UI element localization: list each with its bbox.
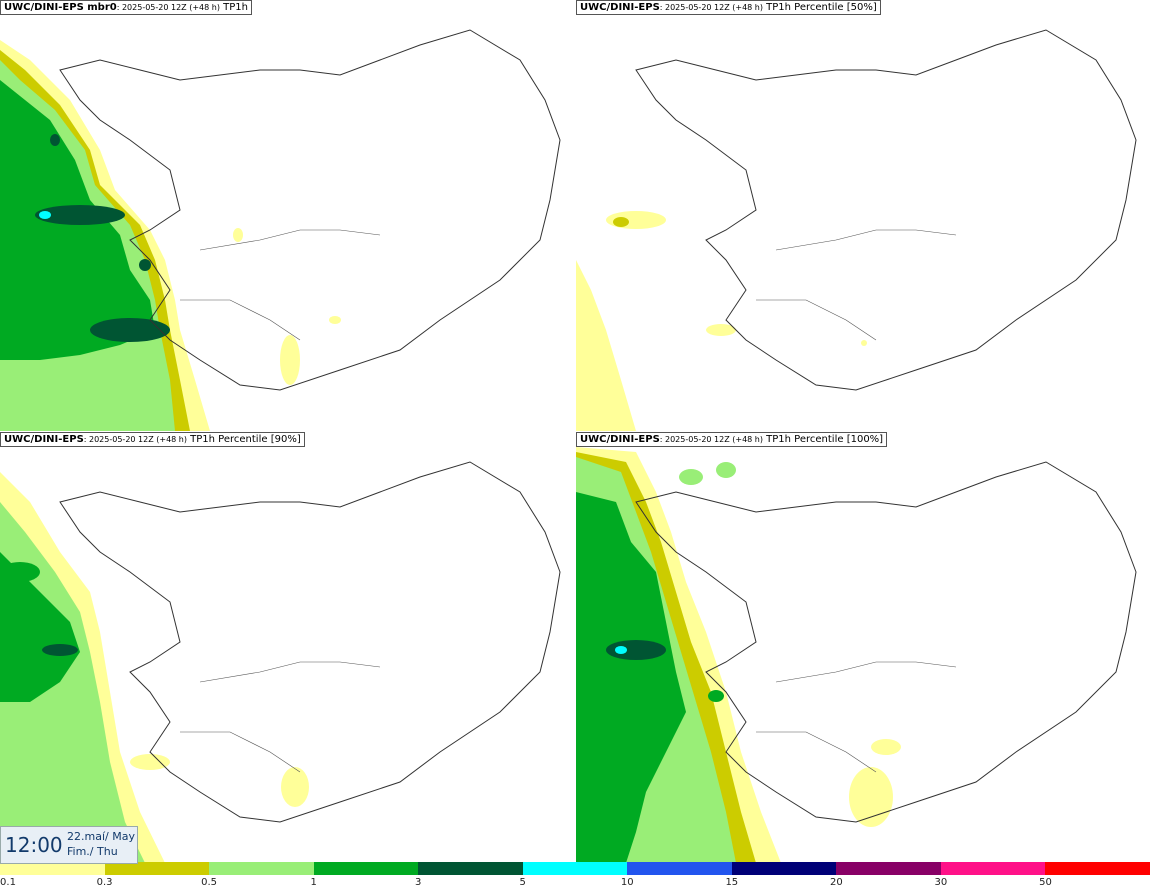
map-panel-p50: UWC/DINI-EPS: 2025-05-20 12Z (+48 h) TP1… (576, 0, 1150, 431)
legend-swatch (1045, 862, 1150, 875)
legend-color-bar (0, 862, 1150, 875)
map-panel-p100: UWC/DINI-EPS: 2025-05-20 12Z (+48 h) TP1… (576, 432, 1150, 863)
valid-time-box: 12:00 22.maí/ May Fim./ Thu (0, 826, 138, 864)
legend-label: 15 (725, 877, 739, 888)
legend-label: 3 (414, 877, 422, 888)
map-panel-mbr0: UWC/DINI-EPS mbr0: 2025-05-20 12Z (+48 h… (0, 0, 575, 431)
legend-swatch (836, 862, 941, 875)
legend-label: 0.1 (0, 877, 16, 888)
legend-label: 1 (310, 877, 317, 888)
map-svg (0, 461, 561, 863)
legend-swatch (522, 862, 628, 875)
legend-swatch (0, 862, 105, 875)
panel-title: UWC/DINI-EPS: 2025-05-20 12Z (+48 h) TP1… (0, 432, 305, 447)
valid-weekday: Fim./ Thu (67, 845, 118, 858)
valid-time: 12:00 (5, 833, 63, 857)
panel-title: UWC/DINI-EPS mbr0: 2025-05-20 12Z (+48 h… (0, 0, 252, 15)
panel-title: UWC/DINI-EPS: 2025-05-20 12Z (+48 h) TP1… (576, 0, 881, 15)
legend-label: 5 (519, 877, 526, 888)
precip-color-legend: 0.1 0.3 0.5 1 3 5 10 15 20 30 50 (0, 862, 1150, 891)
legend-swatch (209, 862, 314, 875)
legend-label: 20 (829, 877, 843, 888)
map-svg (576, 447, 1137, 863)
valid-date: 22.maí/ May (67, 830, 135, 843)
legend-label: 10 (620, 877, 634, 888)
legend-swatch (313, 862, 419, 875)
legend-swatch (627, 862, 732, 875)
legend-label: 30 (934, 877, 948, 888)
legend-swatch (418, 862, 523, 875)
legend-swatch (940, 862, 1046, 875)
map-panel-p90: UWC/DINI-EPS: 2025-05-20 12Z (+48 h) TP1… (0, 432, 575, 863)
map-svg (0, 29, 561, 431)
map-svg (576, 29, 1137, 431)
legend-label: 0.5 (201, 877, 218, 888)
legend-swatch (104, 862, 210, 875)
legend-label: 0.3 (96, 877, 113, 888)
panel-title: UWC/DINI-EPS: 2025-05-20 12Z (+48 h) TP1… (576, 432, 888, 447)
legend-swatch (731, 862, 837, 875)
legend-label: 50 (1039, 877, 1052, 888)
